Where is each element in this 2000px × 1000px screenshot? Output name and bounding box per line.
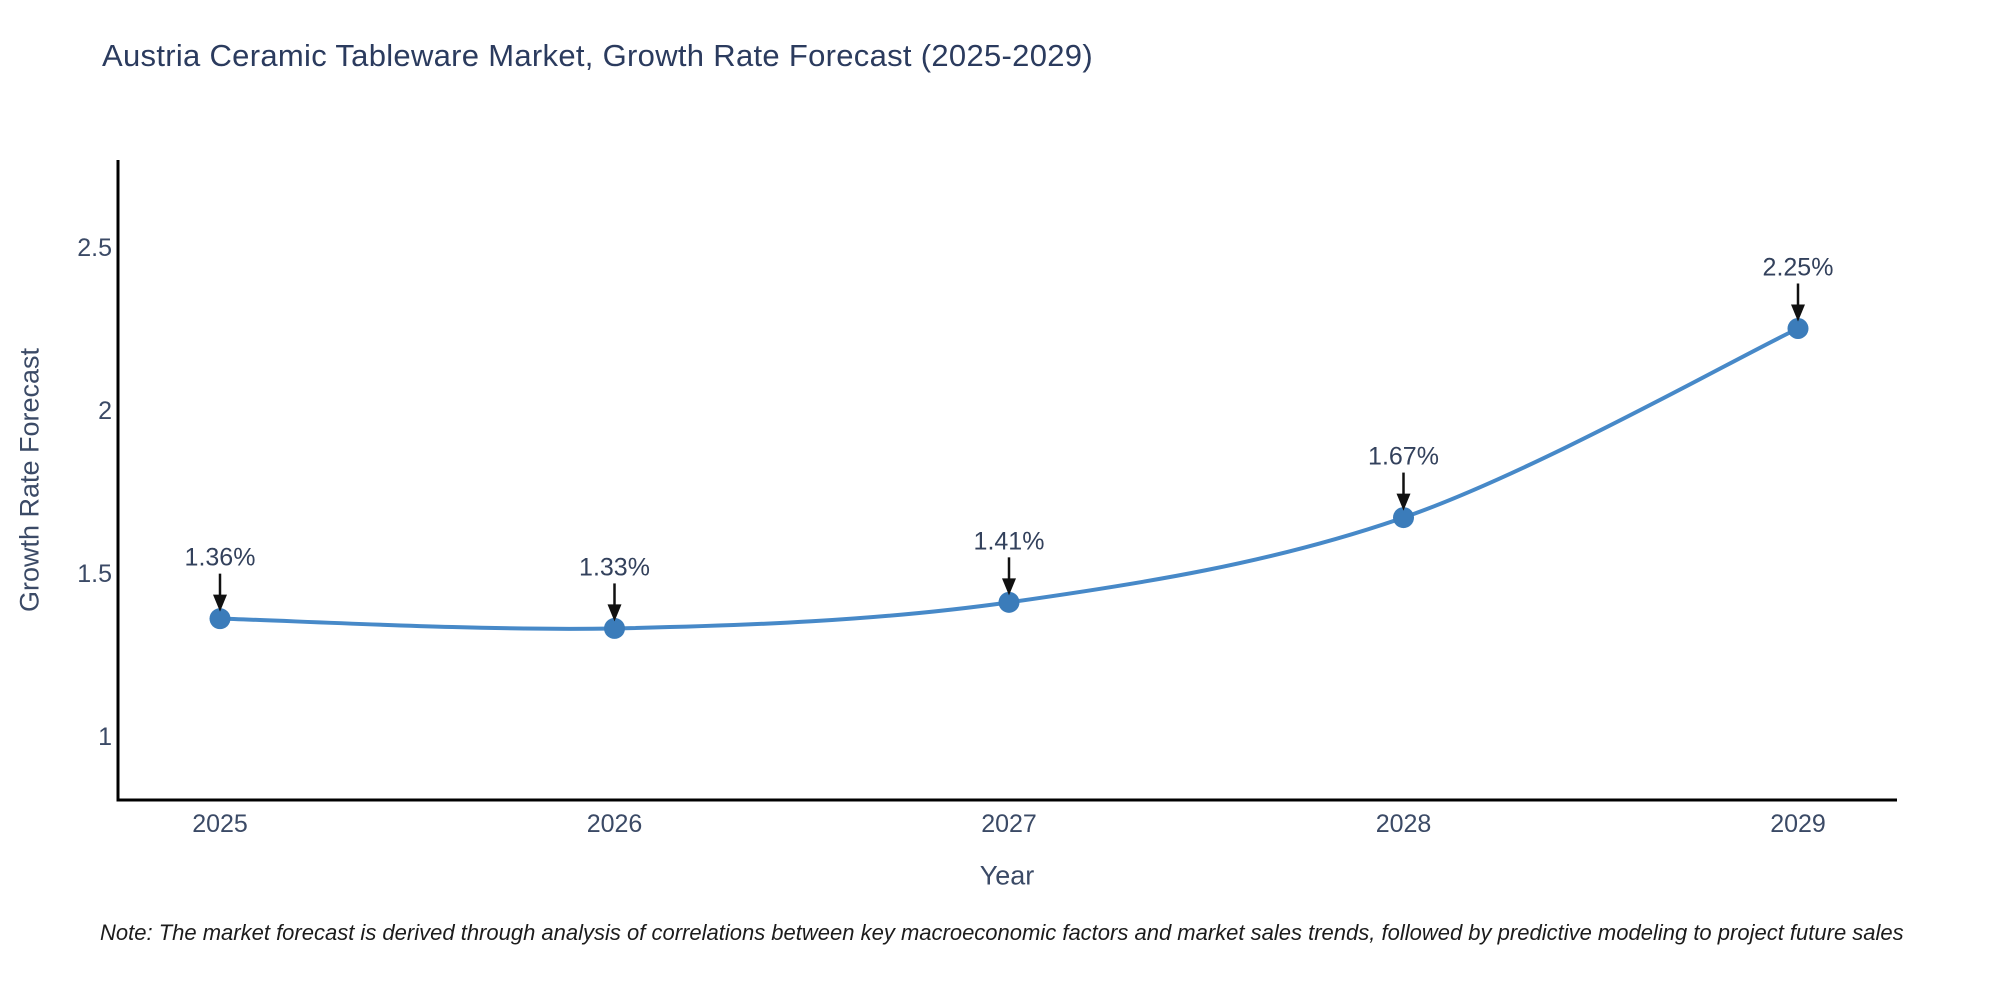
- data-point-2029: [1787, 318, 1809, 339]
- point-value-label: 1.67%: [1368, 443, 1439, 471]
- y-tick-label: 1.5: [77, 560, 112, 588]
- point-value-label: 1.36%: [185, 544, 256, 572]
- y-tick-label: 2: [98, 397, 112, 425]
- footnote: Note: The market forecast is derived thr…: [100, 920, 1904, 945]
- annotation-arrow-head: [213, 594, 227, 612]
- x-tick-label: 2028: [1376, 810, 1432, 838]
- y-tick-label: 1: [98, 723, 112, 751]
- x-axis-title: Year: [979, 860, 1035, 891]
- y-tick-label: 2.5: [77, 234, 112, 262]
- point-value-label: 2.25%: [1763, 254, 1834, 282]
- x-tick-label: 2027: [981, 810, 1037, 838]
- chart-title: Austria Ceramic Tableware Market, Growth…: [102, 38, 1093, 73]
- data-point-2025: [209, 608, 231, 630]
- point-value-label: 1.33%: [579, 553, 650, 581]
- annotation-arrow-head: [1791, 304, 1805, 322]
- x-tick-label: 2026: [587, 810, 643, 838]
- annotation-arrow-head: [1002, 578, 1016, 596]
- annotation-arrow-head: [607, 604, 622, 622]
- data-point-2026: [604, 617, 625, 639]
- x-tick-label: 2025: [192, 810, 248, 838]
- x-tick-label: 2029: [1770, 810, 1826, 838]
- annotation-arrow-head: [1396, 493, 1411, 511]
- data-point-2028: [1393, 507, 1414, 529]
- y-axis-title: Growth Rate Forecast: [14, 347, 45, 613]
- point-value-label: 1.41%: [974, 527, 1045, 555]
- data-point-2027: [998, 591, 1020, 613]
